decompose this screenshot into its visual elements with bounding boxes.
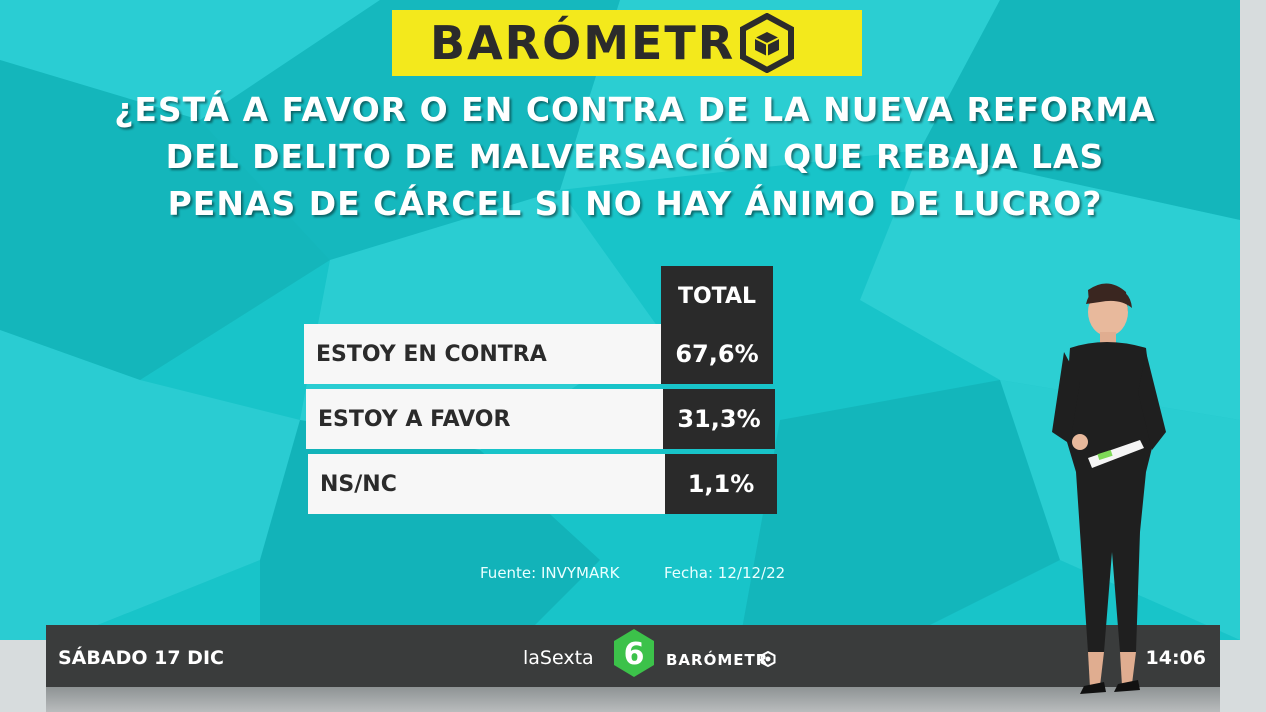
barometro-logo: BARÓMETR [392,10,862,76]
source-text: Fuente: INVYMARK [480,564,620,582]
result-row-nsnc: NS/NC 1,1% [308,454,777,514]
channel-name: laSexta [523,647,594,669]
result-row-contra: ESTOY EN CONTRA 67,6% [304,324,773,384]
result-label: NS/NC [308,454,665,514]
date-text: Fecha: 12/12/22 [664,564,786,582]
result-value: 1,1% [665,454,777,514]
hexagon-o-small-icon [760,651,776,667]
svg-text:6: 6 [624,637,645,672]
total-column-header: TOTAL [661,266,773,326]
result-row-favor: ESTOY A FAVOR 31,3% [306,389,775,449]
hexagon-o-icon [740,13,795,73]
result-label: ESTOY EN CONTRA [304,324,661,384]
survey-question: ¿ESTÁ A FAVOR O EN CONTRA DE LA NUEVA RE… [70,86,1200,227]
ticker-time: 14:06 [1145,647,1206,669]
question-line: DEL DELITO DE MALVERSACIÓN QUE REBAJA LA… [165,137,1105,176]
result-value: 67,6% [661,324,773,384]
result-value: 31,3% [663,389,775,449]
result-label: ESTOY A FAVOR [306,389,663,449]
question-line: ¿ESTÁ A FAVOR O EN CONTRA DE LA NUEVA RE… [114,90,1156,129]
ticker-brand: BARÓMETR [666,651,769,669]
logo-text: BARÓMETR [430,16,736,70]
presenter-figure [1052,283,1166,694]
ticker-date: SÁBADO 17 DIC [58,647,224,669]
question-line: PENAS DE CÁRCEL SI NO HAY ÁNIMO DE LUCRO… [167,184,1103,223]
ticker-bar: SÁBADO 17 DIC laSexta 6 BARÓMETR 14:06 [46,625,1220,712]
lasexta-logo-icon: 6 [614,629,654,677]
